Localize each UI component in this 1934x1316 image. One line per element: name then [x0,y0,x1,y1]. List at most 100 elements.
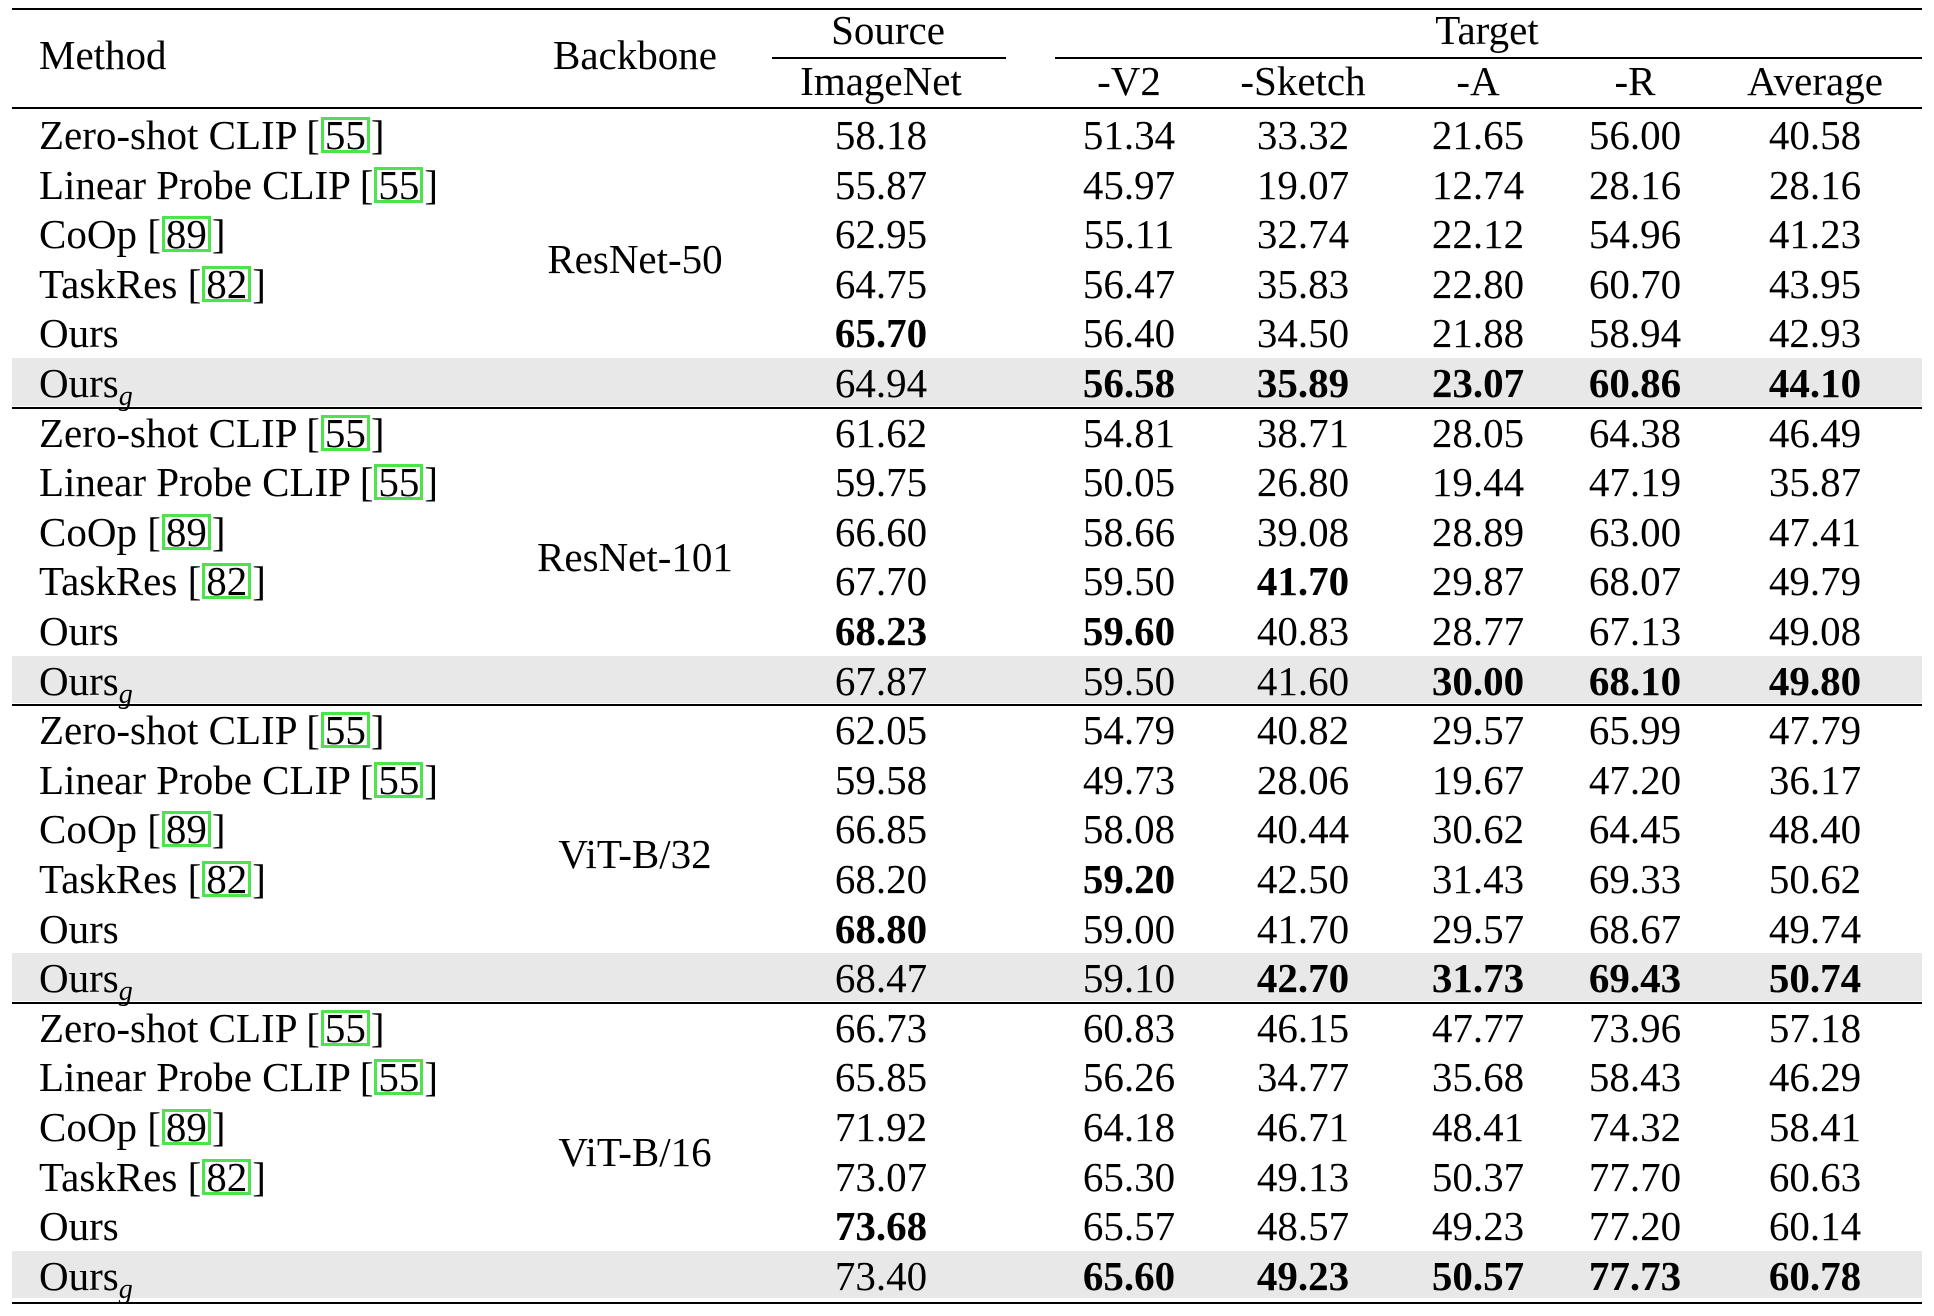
value-cell: 54.79 [1082,707,1176,754]
value-cell: 59.50 [1082,558,1176,605]
value-cell: 49.08 [1768,608,1862,654]
value-cell: 66.73 [834,1004,928,1051]
method-name: Zero-shot CLIP [55] [39,409,385,456]
value-cell: 47.41 [1768,508,1862,555]
value-cell: 19.44 [1431,459,1525,506]
value-cell: 58.08 [1082,806,1176,853]
citation-link[interactable]: 55 [374,1057,424,1098]
method-name: Oursg [39,360,133,412]
value-cell: 47.77 [1431,1004,1525,1051]
value-cell: 68.67 [1588,905,1682,952]
group-rule [12,1001,1922,1004]
citation-link[interactable]: 55 [320,710,370,751]
citation-link[interactable]: 89 [161,214,211,255]
method-name: Oursg [39,1252,133,1305]
group-rule [12,406,1922,409]
value-cell: 68.80 [834,905,928,952]
citation-link[interactable]: 82 [202,859,252,900]
value-cell: 67.13 [1588,608,1682,654]
highlight-row-bg [12,953,1922,1001]
citation-link[interactable]: 55 [320,115,370,156]
value-cell: 46.71 [1256,1104,1350,1150]
method-name: TaskRes [82] [39,558,266,605]
citation-link[interactable]: 89 [161,1107,211,1148]
citation-link[interactable]: 82 [202,263,252,304]
citation-link[interactable]: 89 [161,511,211,552]
value-cell: 74.32 [1588,1104,1682,1150]
value-cell: 56.26 [1082,1054,1176,1101]
highlight-row-bg [12,655,1922,704]
value-cell: 49.23 [1256,1252,1350,1299]
value-cell: 68.20 [834,856,928,902]
method-name: CoOp [89] [39,508,226,555]
backbone-label: ViT-B/32 [558,831,712,878]
value-cell: 21.88 [1431,310,1525,357]
citation-link[interactable]: 82 [202,1156,252,1197]
value-cell: 35.83 [1256,260,1350,307]
method-name: CoOp [89] [39,211,226,258]
value-cell: 55.87 [834,161,928,208]
value-cell: 77.70 [1588,1153,1682,1200]
value-cell: 42.50 [1256,856,1350,902]
value-cell: 43.95 [1768,260,1862,307]
value-cell: 28.16 [1768,161,1862,208]
value-cell: 50.62 [1768,856,1862,902]
backbone-label: ResNet-101 [537,533,733,580]
citation-link[interactable]: 89 [161,809,211,850]
value-cell: 31.43 [1431,856,1525,902]
value-cell: 51.34 [1082,112,1176,158]
value-cell: 42.93 [1768,310,1862,357]
value-cell: 59.20 [1082,856,1176,902]
value-cell: 36.17 [1768,756,1862,803]
source-cmidrule [772,57,1006,59]
value-cell: 40.44 [1256,806,1350,853]
value-cell: 56.47 [1082,260,1176,307]
bottom-rule [12,1302,1922,1304]
method-name: Zero-shot CLIP [55] [39,1004,385,1051]
value-cell: 66.60 [834,508,928,555]
citation-link[interactable]: 55 [374,759,424,800]
value-cell: 68.07 [1588,558,1682,605]
value-cell: 48.40 [1768,806,1862,853]
value-cell: 77.73 [1588,1252,1682,1299]
value-cell: 22.12 [1431,211,1525,258]
value-cell: 67.87 [834,657,928,704]
value-cell: 68.10 [1588,657,1682,704]
value-cell: 49.23 [1431,1203,1525,1250]
citation-link[interactable]: 82 [202,561,252,602]
value-cell: 58.43 [1588,1054,1682,1101]
column-header-4: -R [1614,58,1656,104]
column-header-5: Average [1747,58,1883,104]
value-cell: 30.62 [1431,806,1525,853]
column-header-3: -A [1456,58,1500,104]
value-cell: 32.74 [1256,211,1350,258]
value-cell: 59.60 [1082,608,1176,654]
value-cell: 40.83 [1256,608,1350,654]
method-name: CoOp [89] [39,1104,226,1150]
citation-link[interactable]: 55 [374,462,424,503]
column-header-1: -V2 [1097,58,1161,104]
citation-link[interactable]: 55 [320,412,370,453]
backbone-label: ResNet-50 [547,236,723,282]
value-cell: 65.85 [834,1054,928,1101]
header-rule [12,107,1922,109]
value-cell: 49.74 [1768,905,1862,952]
highlight-row-bg [12,1250,1922,1299]
value-cell: 64.94 [834,360,928,406]
value-cell: 29.57 [1431,707,1525,754]
value-cell: 56.00 [1588,112,1682,158]
value-cell: 29.87 [1431,558,1525,605]
value-cell: 50.57 [1431,1252,1525,1299]
value-cell: 73.07 [834,1153,928,1200]
value-cell: 56.58 [1082,360,1176,406]
value-cell: 64.45 [1588,806,1682,853]
value-cell: 46.49 [1768,409,1862,456]
value-cell: 48.57 [1256,1203,1350,1250]
value-cell: 59.10 [1082,955,1176,1002]
method-name: Zero-shot CLIP [55] [39,707,385,754]
value-cell: 22.80 [1431,260,1525,307]
citation-link[interactable]: 55 [374,164,424,205]
citation-link[interactable]: 55 [320,1007,370,1048]
method-name: Oursg [39,955,133,1008]
value-cell: 65.30 [1082,1153,1176,1200]
